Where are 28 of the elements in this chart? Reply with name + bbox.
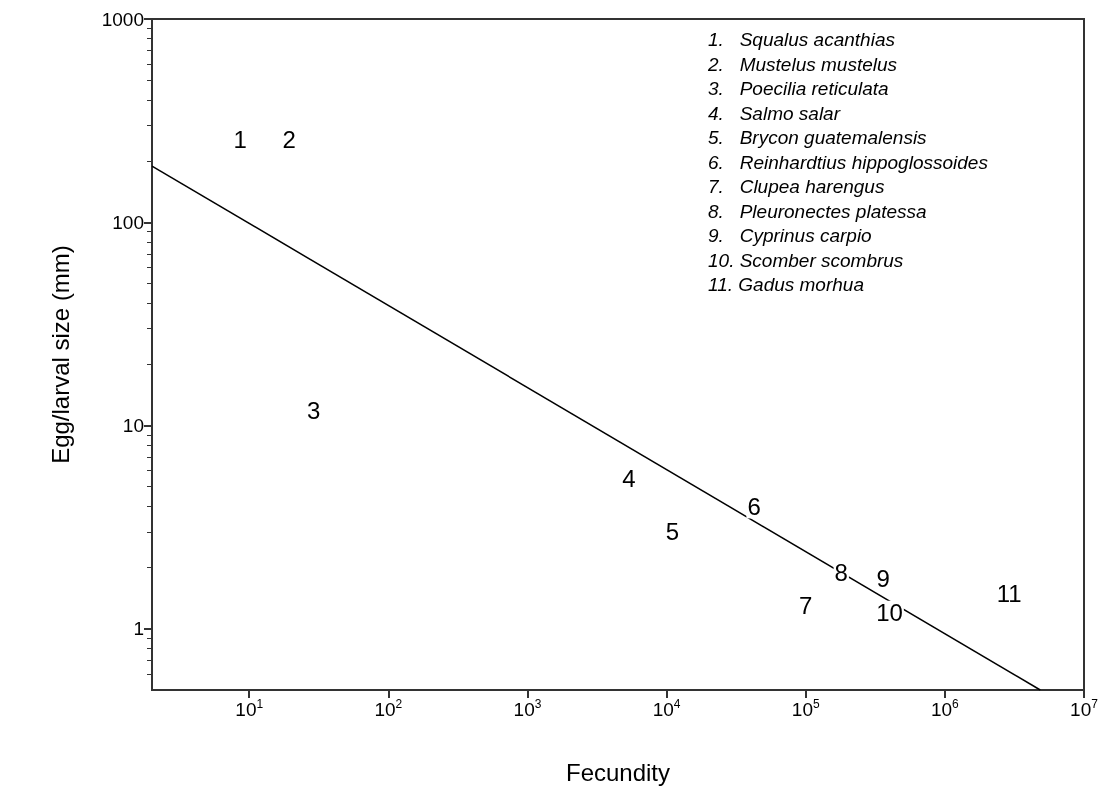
annotation: 3 [306,396,321,424]
annotation: 10 [876,599,903,627]
annotation: 11 [996,579,1022,607]
annotation: 8 [834,558,848,586]
annotation: 9 [876,565,890,593]
annotation: 1 [233,125,247,153]
y-axis-title: Egg/larval size (mm) [46,245,74,464]
annotation: 6. Reinhardtius hippoglossoides [708,151,989,173]
annotation: 1. Squalus acanthias [708,29,896,50]
y-tick-label: 1 [133,618,144,640]
annotation: 7. Clupea harengus [708,176,885,197]
annotation: 5 [665,518,680,546]
annotation: 7 [799,592,813,620]
annotation: 5. Brycon guatemalensis [708,127,928,148]
annotation: 11. Gadus morhua [708,274,864,295]
y-tick-label: 100 [112,211,144,233]
y-tick-label: 1000 [101,8,144,30]
annotation: 8. Pleuronectes platessa [708,200,927,222]
x-axis-title: Fecundity [565,758,671,786]
annotation: 10. Scomber scombrus [708,249,904,271]
annotation: 3. Poecilia reticulata [708,78,889,99]
annotation: 2 [282,125,296,153]
annotation: 4 [622,464,636,492]
annotation: 6 [747,492,761,520]
annotation: 9. Cyprinus carpio [708,225,872,246]
annotation: 4. Salmo salar [708,102,841,124]
annotation: 2. Mustelus mustelus [707,53,898,75]
y-tick-label: 10 [122,415,144,437]
